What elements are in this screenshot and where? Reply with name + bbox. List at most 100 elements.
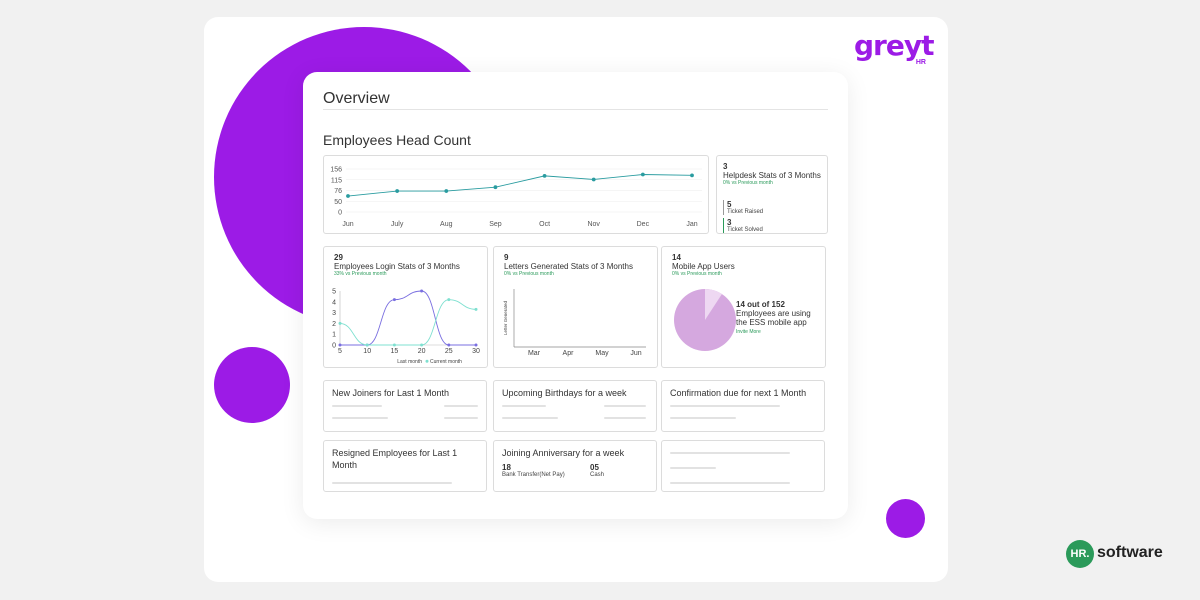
- y-tick-label: 0: [332, 343, 336, 350]
- x-tick-label: 5: [338, 348, 342, 355]
- data-point: [640, 172, 645, 177]
- ticket-solved-count: 3: [727, 218, 732, 227]
- anniv-bank-count: 18: [502, 463, 511, 472]
- ticket-raised-label: Ticket Raised: [727, 209, 764, 215]
- login-stats-card[interactable]: 29 Employees Login Stats of 3 Months 33%…: [323, 246, 488, 368]
- headcount-chart-card[interactable]: 156 115 76 50 0 Jun July Aug Sep Oct Nov Dec Jan: [323, 155, 709, 234]
- mobile-label: Mobile App Users: [672, 262, 735, 271]
- hr-text: software: [1097, 544, 1163, 561]
- x-tick-label: 20: [418, 348, 426, 355]
- login-count: 29: [334, 253, 343, 262]
- placeholder-line: [670, 482, 790, 484]
- data-point: [591, 177, 596, 182]
- login-label: Employees Login Stats of 3 Months: [334, 262, 460, 271]
- page-title: Overview: [323, 90, 390, 107]
- greythr-logo: greyt HR: [854, 29, 934, 73]
- y-axis-label: Letter Generated: [503, 300, 508, 335]
- y-tick-label: 76: [334, 188, 342, 195]
- letters-chart: Letter Generated Mar Apr May Jun: [503, 289, 646, 357]
- x-tick-label: Nov: [587, 221, 600, 228]
- placeholder-line: [444, 405, 478, 407]
- anniversary-card[interactable]: Joining Anniversary for a week 18 Bank T…: [493, 440, 657, 492]
- logo-sub: HR: [915, 59, 926, 66]
- login-series-current-month: [339, 299, 477, 346]
- x-tick-label: 15: [391, 348, 399, 355]
- mobile-users-card[interactable]: 14 Mobile App Users 0% vs Previous month…: [661, 246, 826, 368]
- placeholder-line: [444, 417, 478, 419]
- placeholder-line: [332, 482, 452, 484]
- anniv-cash-label: Cash: [590, 472, 605, 478]
- login-change: 33% vs Previous month: [334, 271, 387, 277]
- x-tick-label: Aug: [440, 221, 453, 228]
- data-point: [365, 343, 369, 347]
- headcount-series-line: [347, 174, 693, 197]
- helpdesk-change: 0% vs Previous month: [723, 180, 773, 186]
- y-tick-label: 5: [332, 289, 336, 296]
- data-point: [690, 173, 694, 178]
- helpdesk-count: 3: [723, 162, 728, 171]
- decor-circle-medium: [214, 347, 290, 423]
- ticket-raised-count: 5: [727, 200, 732, 209]
- data-point: [338, 343, 342, 347]
- y-tick-label: 4: [332, 299, 336, 306]
- y-tick-label: 1: [332, 332, 336, 339]
- letters-card[interactable]: 9 Letters Generated Stats of 3 Months 0%…: [493, 246, 658, 368]
- y-tick-label: 0: [338, 210, 342, 217]
- data-point: [392, 298, 396, 302]
- resigned-title: Resigned Employees for Last 1 Month: [332, 448, 458, 470]
- placeholder-line: [670, 417, 736, 419]
- placeholder-line: [502, 417, 558, 419]
- helpdesk-label: Helpdesk Stats of 3 Months: [723, 171, 821, 180]
- decor-circle-small: [886, 499, 925, 538]
- anniversary-title: Joining Anniversary for a week: [502, 448, 625, 458]
- data-point: [447, 343, 451, 347]
- new-joiners-card[interactable]: New Joiners for Last 1 Month: [323, 380, 487, 432]
- confirmation-title: Confirmation due for next 1 Month: [670, 388, 807, 398]
- section-title: Employees Head Count: [323, 132, 471, 148]
- x-tick-label: 30: [472, 348, 480, 355]
- x-tick-label: May: [595, 350, 609, 357]
- placeholder-line: [670, 452, 790, 454]
- legend-current-month: Current month: [430, 359, 462, 365]
- y-tick-label: 156: [330, 167, 342, 174]
- legend-dot: [425, 359, 429, 363]
- placeholder-line: [502, 405, 546, 407]
- data-point: [392, 343, 396, 347]
- placeholder-line: [604, 405, 646, 407]
- mobile-stat-line2: the ESS mobile app: [736, 318, 807, 327]
- data-point: [444, 189, 449, 193]
- placeholder-line: [670, 467, 716, 469]
- hr-badge: HR.: [1066, 540, 1094, 568]
- anniv-cash-count: 05: [590, 463, 599, 472]
- x-tick-label: Mar: [528, 350, 541, 357]
- data-point: [346, 194, 350, 198]
- confirmation-card[interactable]: Confirmation due for next 1 Month: [661, 380, 825, 432]
- y-tick-label: 2: [332, 321, 336, 328]
- anniv-cash-stat: 05 Cash: [590, 463, 604, 478]
- x-tick-label: July: [391, 221, 404, 228]
- x-tick-label: Jun: [342, 221, 353, 228]
- data-point: [542, 173, 547, 178]
- helpdesk-card[interactable]: 3 Helpdesk Stats of 3 Months 0% vs Previ…: [716, 155, 828, 234]
- data-point: [474, 307, 478, 311]
- invite-more-link[interactable]: Invite More: [736, 329, 761, 335]
- birthdays-card[interactable]: Upcoming Birthdays for a week: [493, 380, 657, 432]
- anniv-bank-label: Bank Transfer(Net Pay): [502, 472, 565, 478]
- data-point: [395, 189, 400, 193]
- resigned-card[interactable]: Resigned Employees for Last 1 Month: [323, 440, 487, 492]
- data-point: [338, 321, 342, 325]
- title-divider: [323, 109, 828, 110]
- y-tick-label: 115: [331, 177, 342, 184]
- legend-last-month: Last month: [397, 359, 422, 365]
- x-tick-label: Jan: [686, 221, 697, 228]
- data-point: [493, 185, 498, 190]
- new-joiners-title: New Joiners for Last 1 Month: [332, 388, 450, 398]
- y-tick-label: 3: [332, 310, 336, 317]
- birthdays-title: Upcoming Birthdays for a week: [502, 388, 627, 398]
- anniv-bank-stat: 18 Bank Transfer(Net Pay): [502, 463, 565, 478]
- x-tick-label: Jun: [630, 350, 641, 357]
- pie-slice-users: [705, 289, 722, 320]
- mobile-count: 14: [672, 253, 681, 262]
- placeholder-line: [604, 417, 646, 419]
